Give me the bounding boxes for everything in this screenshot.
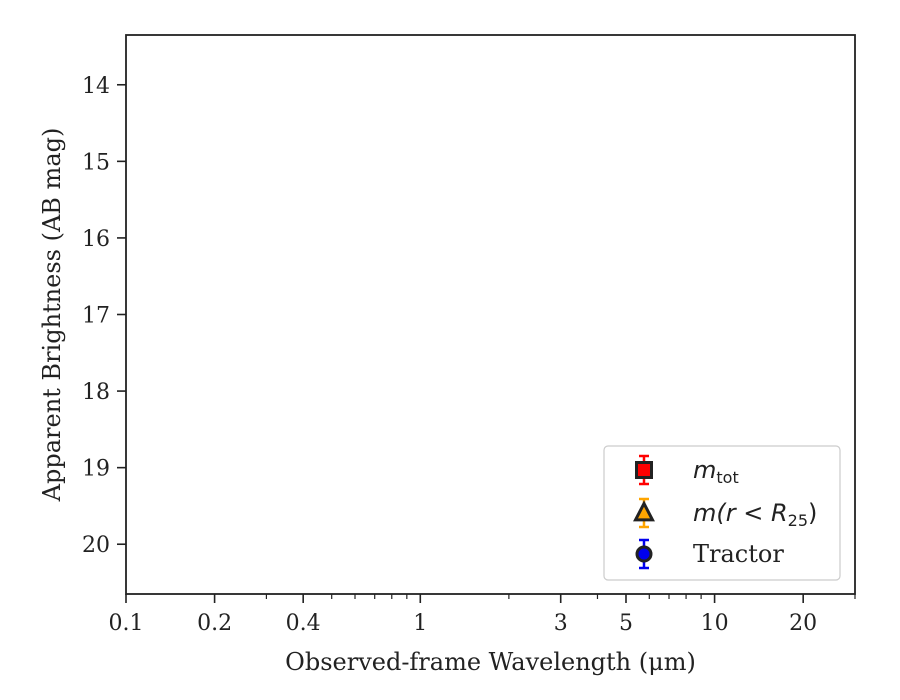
x-tick-label: 5 — [619, 611, 633, 636]
legend-box — [603, 445, 841, 581]
legend-square-marker — [635, 461, 653, 479]
legend-item-mtot: mtot — [635, 454, 739, 487]
x-tick-label: 1 — [413, 611, 427, 636]
x-tick-label: 0.1 — [109, 611, 144, 636]
x-tick-label: 0.4 — [286, 611, 321, 636]
x-tick-label: 0.2 — [197, 611, 232, 636]
legend-circle-marker — [635, 545, 653, 563]
y-tick-label: 18 — [82, 380, 110, 405]
y-tick-label: 17 — [82, 304, 110, 329]
y-tick-label: 19 — [82, 457, 110, 482]
y-tick-label: 14 — [82, 74, 110, 99]
legend-item-tractor: Tractor — [635, 538, 784, 570]
legend-close-paren: ) — [808, 499, 817, 527]
y-tick-label: 15 — [82, 150, 110, 175]
y-tick-label: 16 — [82, 227, 110, 252]
x-tick-label: 10 — [701, 611, 729, 636]
legend-subscript: tot — [716, 468, 738, 487]
legend-triangle-marker — [633, 500, 655, 522]
legend-label-tractor: Tractor — [693, 540, 784, 568]
x-axis-label: Observed-frame Wavelength (μm) — [285, 648, 696, 676]
legend-subscript: 25 — [788, 511, 808, 530]
y-axis-label: Apparent Brightness (AB mag) — [38, 128, 66, 503]
legend-label-mtot: mtot — [693, 456, 739, 487]
x-tick-label: 20 — [789, 611, 817, 636]
x-tick-label: 3 — [554, 611, 568, 636]
y-tick-label: 20 — [82, 533, 110, 558]
